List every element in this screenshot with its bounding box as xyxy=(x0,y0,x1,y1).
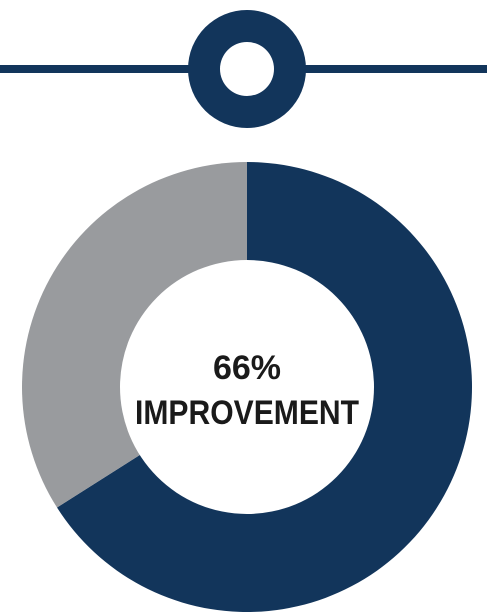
divider-line-right xyxy=(300,65,487,73)
center-value: 66% xyxy=(213,349,281,387)
header-divider xyxy=(0,10,487,128)
ring-icon xyxy=(188,10,306,128)
divider-line-left xyxy=(0,65,195,73)
ring-inner xyxy=(220,42,274,96)
donut-hole xyxy=(120,260,374,514)
center-label: IMPROVEMENT xyxy=(135,394,359,432)
